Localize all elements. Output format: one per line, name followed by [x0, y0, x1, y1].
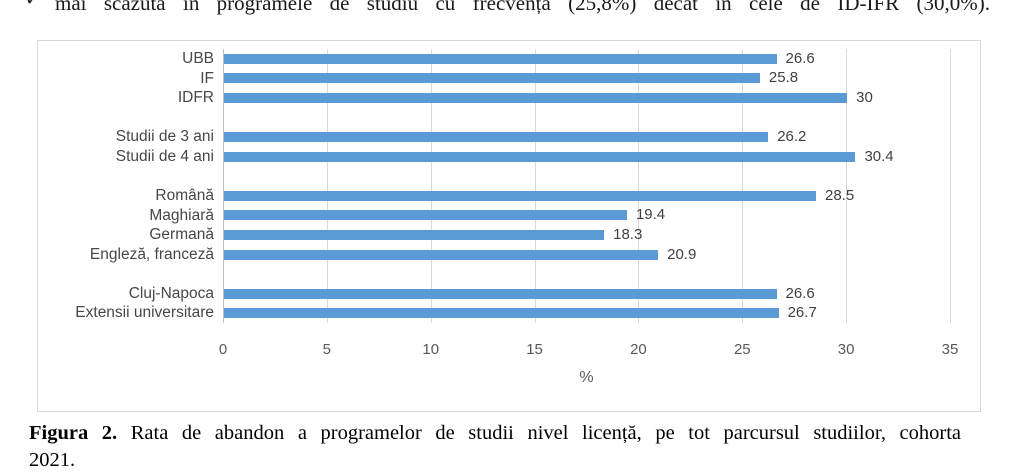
figure-caption-text: Rata de abandon a programelor de studii …	[117, 422, 961, 444]
gridline	[950, 49, 951, 323]
category-label: Maghiară	[149, 206, 214, 224]
figure-caption: Figura 2. Rata de abandon a programelor …	[29, 420, 961, 474]
x-axis-title: %	[579, 369, 594, 386]
gridline	[846, 49, 848, 323]
value-label: 25.8	[768, 69, 799, 87]
value-label: 26.6	[785, 49, 815, 67]
gridline	[534, 49, 536, 323]
bar	[224, 308, 779, 319]
plot-area	[223, 49, 951, 323]
gridline	[326, 49, 328, 323]
x-tick-label: 10	[422, 341, 440, 358]
category-label: IF	[200, 69, 214, 87]
bar	[224, 249, 659, 260]
bar	[224, 288, 777, 299]
x-tick-label: 0	[218, 341, 228, 358]
value-label: 26.7	[787, 304, 817, 322]
check-bullet-icon: ✓	[25, 0, 40, 10]
x-tick-label: 25	[733, 341, 751, 358]
category-label: Cluj-Napoca	[128, 284, 214, 302]
x-tick-label: 20	[630, 341, 647, 358]
gridline	[742, 49, 744, 323]
category-label: Studii de 4 ani	[115, 147, 214, 165]
figure-chart: UBB 26.6 IF 25.8 IDFR 30 Studii de 3 ani 26.2 St…	[37, 40, 981, 412]
category-label: Germană	[149, 226, 214, 244]
body-text-clipped-line: mai scăzută în programele de studiu cu f…	[55, 0, 990, 15]
gridline	[638, 49, 640, 323]
figure-caption-line1: Figura 2. Rata de abandon a programelor …	[29, 420, 961, 447]
value-label: 30.4	[864, 147, 894, 165]
x-tick-label: 35	[941, 341, 959, 358]
x-tick-label: 30	[837, 341, 855, 358]
value-label: 18.3	[613, 225, 643, 243]
figure-caption-line2: 2021.	[29, 449, 76, 471]
bar	[224, 210, 627, 221]
figure-caption-number: Figura 2.	[29, 422, 118, 444]
value-label: 30	[856, 88, 873, 106]
category-label: Română	[155, 187, 214, 204]
gridline	[430, 49, 432, 323]
bar	[224, 190, 816, 201]
value-label: 19.4	[635, 206, 666, 224]
x-tick-label: 5	[322, 341, 332, 358]
category-label: UBB	[182, 50, 214, 67]
bar	[224, 73, 760, 84]
category-label: IDFR	[177, 89, 214, 107]
x-tick-label: 15	[526, 341, 543, 358]
bar	[224, 151, 856, 162]
bar	[224, 53, 777, 64]
value-label: 26.6	[785, 284, 815, 302]
category-label: Studii de 3 ani	[115, 128, 214, 146]
value-label: 26.2	[777, 128, 807, 146]
category-label: Engleză, franceză	[89, 245, 214, 263]
value-label: 20.9	[667, 245, 697, 263]
category-label: Extensii universitare	[75, 304, 214, 322]
value-label: 28.5	[824, 186, 855, 204]
bar	[224, 132, 769, 143]
y-axis-line	[223, 49, 224, 323]
bar	[224, 229, 605, 240]
bar	[224, 92, 848, 103]
